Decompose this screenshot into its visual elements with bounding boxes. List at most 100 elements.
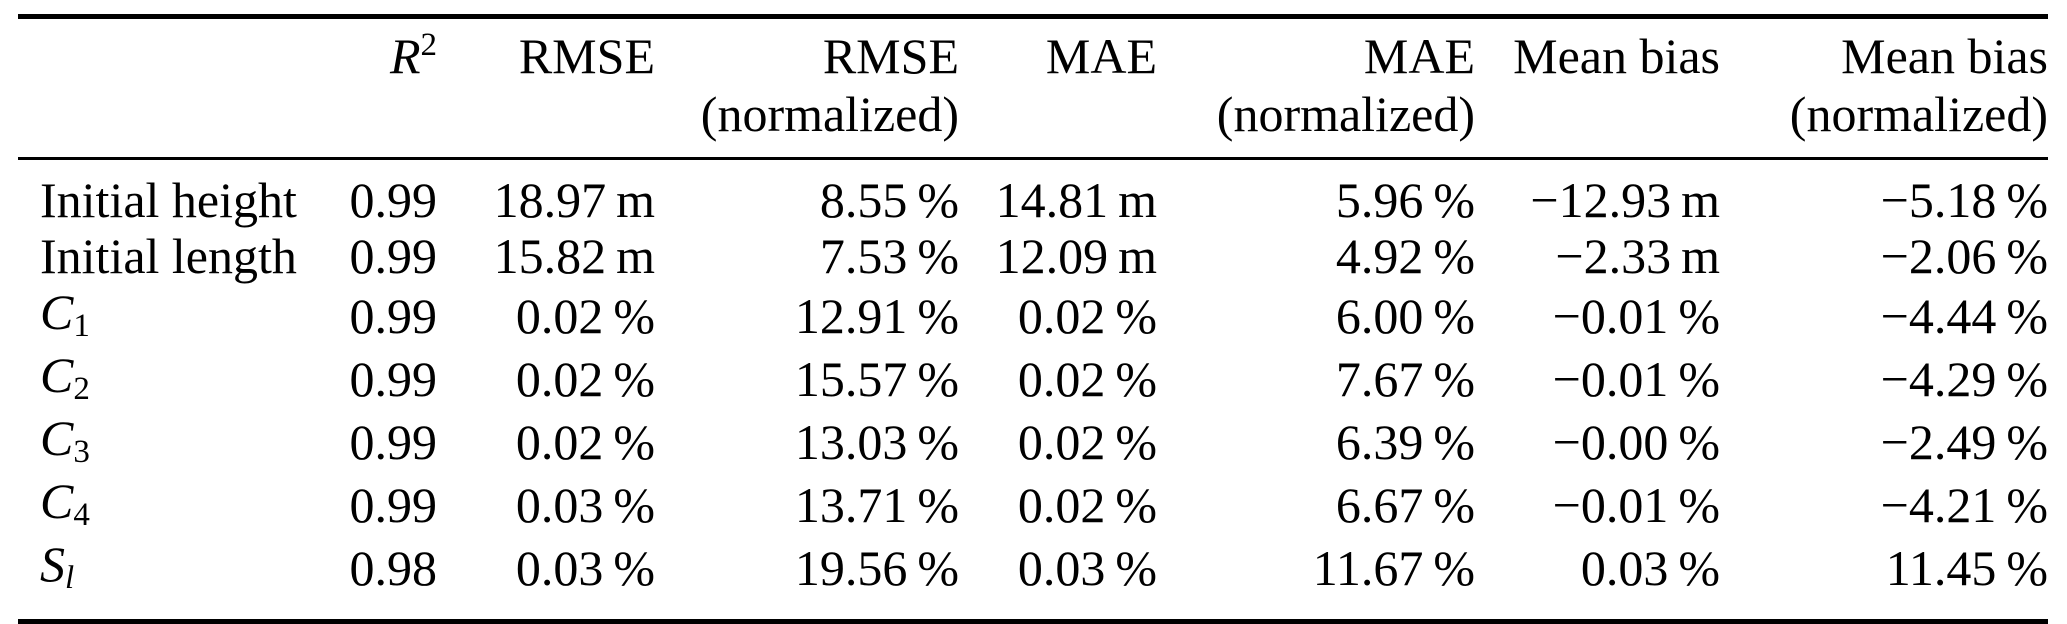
row-label-text: S — [40, 536, 65, 592]
col-header-mean-bias-normalized: Mean bias (normalized) — [1720, 16, 2048, 160]
row-label-text: C — [40, 284, 74, 340]
col-header-rmse-normalized-line2: (normalized) — [700, 86, 959, 142]
col-header-empty — [18, 16, 328, 160]
cell-rmse-normalized: 13.71 % — [794, 476, 959, 533]
cell-r2: 0.99 — [349, 287, 438, 344]
col-header-rmse: RMSE — [437, 16, 655, 160]
col-header-mean-bias-line1: Mean bias — [1513, 28, 1720, 84]
col-header-mae-normalized-line1: MAE — [1363, 28, 1475, 84]
row-label-subscript: 3 — [73, 434, 90, 471]
cell-mean-bias: −12.93 m — [1530, 172, 1720, 228]
col-header-mean-bias-normalized-line2: (normalized) — [1789, 86, 2048, 142]
row-label: Sl — [18, 536, 328, 622]
cell-rmse-normalized: 19.56 % — [794, 539, 959, 596]
cell-mae-normalized: 5.96 % — [1335, 172, 1475, 228]
cell-mae-normalized: 4.92 % — [1335, 228, 1475, 284]
cell-mae: 0.03 % — [1017, 539, 1157, 596]
col-header-rmse-line1: RMSE — [518, 28, 655, 84]
cell-mae-normalized: 7.67 % — [1335, 350, 1475, 407]
table-row-c1: C1 0.99 0.02 % 12.91 % 0.02 % 6.00 % −0.… — [18, 284, 2048, 347]
row-label-subscript: 2 — [73, 371, 90, 408]
cell-rmse-normalized: 12.91 % — [794, 287, 959, 344]
cell-rmse: 0.03 % — [515, 476, 655, 533]
cell-mean-bias: −0.01 % — [1552, 350, 1720, 407]
cell-r2: 0.98 — [349, 539, 438, 596]
cell-r2: 0.99 — [349, 476, 438, 533]
cell-rmse: 15.82 m — [493, 228, 655, 284]
col-header-rmse-normalized-line1: RMSE — [822, 28, 959, 84]
cell-mae: 14.81 m — [995, 172, 1157, 228]
cell-rmse: 0.02 % — [515, 350, 655, 407]
row-label-subscript: 4 — [73, 497, 90, 534]
cell-r2: 0.99 — [349, 350, 438, 407]
cell-mae-normalized: 6.39 % — [1335, 413, 1475, 470]
col-header-mae-line2 — [959, 85, 1157, 143]
table-row-c4: C4 0.99 0.03 % 13.71 % 0.02 % 6.67 % −0.… — [18, 473, 2048, 536]
cell-mean-bias-normalized: −4.21 % — [1880, 476, 2048, 533]
cell-rmse-normalized: 13.03 % — [794, 413, 959, 470]
cell-rmse: 0.02 % — [515, 413, 655, 470]
row-label-subscript: l — [65, 560, 75, 597]
table-row-c2: C2 0.99 0.02 % 15.57 % 0.02 % 7.67 % −0.… — [18, 347, 2048, 410]
cell-mean-bias: −0.01 % — [1552, 287, 1720, 344]
cell-mae-normalized: 6.00 % — [1335, 287, 1475, 344]
col-header-rmse-normalized: RMSE (normalized) — [655, 16, 959, 160]
row-label-subscript: 1 — [73, 308, 90, 345]
row-label-text: C — [40, 410, 74, 466]
cell-mae: 0.02 % — [1017, 350, 1157, 407]
row-label-text: Initial length — [40, 228, 297, 284]
cell-mean-bias-normalized: −5.18 % — [1880, 172, 2048, 228]
col-header-mae: MAE — [959, 16, 1157, 160]
col-header-mae-line1: MAE — [1045, 28, 1157, 84]
col-header-r2: R2 — [328, 16, 437, 160]
cell-mae: 0.02 % — [1017, 413, 1157, 470]
cell-rmse-normalized: 15.57 % — [794, 350, 959, 407]
cell-mae: 0.02 % — [1017, 476, 1157, 533]
cell-r2: 0.99 — [349, 228, 438, 284]
table-row-sl: Sl 0.98 0.03 % 19.56 % 0.03 % 11.67 % 0.… — [18, 536, 2048, 622]
table-container: R2 RMSE RMSE (normalized) MAE MAE (normali… — [18, 14, 2048, 624]
table-header: R2 RMSE RMSE (normalized) MAE MAE (normali… — [18, 16, 2048, 160]
row-label: C3 — [18, 410, 328, 473]
cell-mae-normalized: 6.67 % — [1335, 476, 1475, 533]
table-body: Initial height 0.99 18.97 m 8.55 % 14.81… — [18, 159, 2048, 622]
row-label-text: Initial height — [40, 172, 297, 228]
col-header-empty-text — [18, 27, 328, 85]
cell-r2: 0.99 — [349, 413, 438, 470]
cell-r2: 0.99 — [349, 172, 438, 228]
cell-mean-bias: −0.01 % — [1552, 476, 1720, 533]
cell-rmse: 0.03 % — [515, 539, 655, 596]
cell-rmse: 18.97 m — [493, 172, 655, 228]
row-label: Initial length — [18, 228, 328, 284]
col-header-mae-normalized-line2: (normalized) — [1216, 86, 1475, 142]
col-header-mean-bias: Mean bias — [1475, 16, 1720, 160]
col-header-rmse-line2 — [437, 85, 655, 143]
header-row: R2 RMSE RMSE (normalized) MAE MAE (normali… — [18, 16, 2048, 160]
cell-mean-bias-normalized: −2.49 % — [1880, 413, 2048, 470]
table-row-c3: C3 0.99 0.02 % 13.03 % 0.02 % 6.39 % −0.… — [18, 410, 2048, 473]
table-row-initial-length: Initial length 0.99 15.82 m 7.53 % 12.09… — [18, 228, 2048, 284]
cell-rmse: 0.02 % — [515, 287, 655, 344]
col-header-r2-text: R2 — [328, 27, 437, 85]
row-label: C4 — [18, 473, 328, 536]
col-header-mae-normalized: MAE (normalized) — [1157, 16, 1475, 160]
col-header-mean-bias-normalized-line1: Mean bias — [1841, 28, 2048, 84]
cell-mean-bias: 0.03 % — [1580, 539, 1720, 596]
cell-mae-normalized: 11.67 % — [1312, 539, 1475, 596]
cell-mean-bias-normalized: −4.44 % — [1880, 287, 2048, 344]
table-row-initial-height: Initial height 0.99 18.97 m 8.55 % 14.81… — [18, 159, 2048, 228]
r2-superscript: 2 — [420, 26, 438, 63]
cell-mean-bias: −2.33 m — [1555, 228, 1720, 284]
row-label: Initial height — [18, 159, 328, 228]
metrics-table: R2 RMSE RMSE (normalized) MAE MAE (normali… — [18, 14, 2048, 624]
cell-mean-bias-normalized: −4.29 % — [1880, 350, 2048, 407]
row-label-text: C — [40, 347, 74, 403]
cell-mae: 12.09 m — [995, 228, 1157, 284]
cell-mean-bias-normalized: −2.06 % — [1880, 228, 2048, 284]
cell-rmse-normalized: 7.53 % — [819, 228, 959, 284]
row-label: C1 — [18, 284, 328, 347]
row-label: C2 — [18, 347, 328, 410]
r2-base: R — [389, 28, 421, 84]
row-label-text: C — [40, 473, 74, 529]
